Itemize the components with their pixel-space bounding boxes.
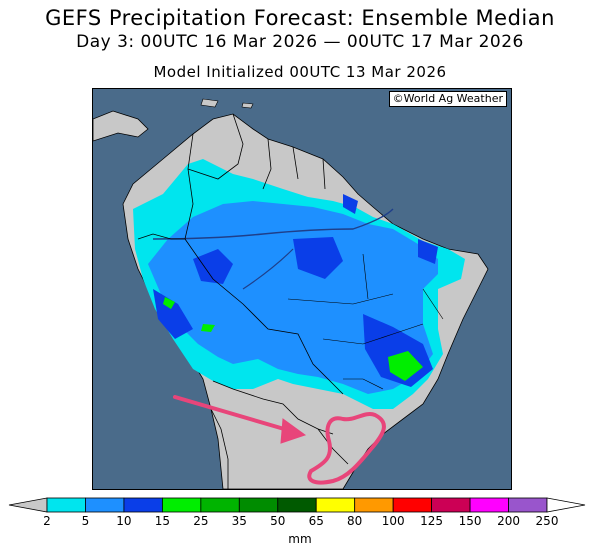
caribbean-island bbox=[200, 98, 219, 108]
colorbar-bin bbox=[431, 497, 471, 513]
colorbar-bin bbox=[469, 497, 509, 513]
precip-10mm-area bbox=[293, 237, 343, 279]
river bbox=[242, 248, 294, 290]
country-border bbox=[210, 408, 229, 489]
precip-15mm-area bbox=[201, 324, 215, 332]
colorbar-tick-label: 80 bbox=[347, 514, 362, 528]
precip-10mm-area bbox=[193, 249, 233, 284]
colorbar-tick-label: 150 bbox=[459, 514, 482, 528]
precipitation-map: ©World Ag Weather bbox=[92, 88, 512, 490]
colorbar-bin bbox=[508, 497, 548, 513]
colorbar-tick-label: 2 bbox=[43, 514, 51, 528]
colorbar-tick-label: 125 bbox=[420, 514, 443, 528]
central-america-land bbox=[93, 110, 149, 142]
country-border bbox=[184, 238, 344, 395]
colorbar-max-triangle bbox=[546, 497, 586, 513]
colorbar-bin bbox=[392, 497, 433, 513]
colorbar-bin bbox=[200, 497, 240, 513]
colorbar-tick-label: 35 bbox=[232, 514, 247, 528]
forecast-period: Day 3: 00UTC 16 Mar 2026 — 00UTC 17 Mar … bbox=[76, 32, 524, 52]
colorbar-bin bbox=[123, 497, 163, 513]
colorbar-bin bbox=[238, 497, 279, 513]
pink-arrow bbox=[173, 395, 307, 444]
colorbar-bin bbox=[85, 497, 125, 513]
colorbar-tick-label: 5 bbox=[82, 514, 90, 528]
map-title: GEFS Precipitation Forecast: Ensemble Me… bbox=[45, 6, 555, 30]
colorbar-bin bbox=[315, 497, 356, 513]
colorbar-tick-label: 15 bbox=[155, 514, 170, 528]
river bbox=[152, 208, 394, 240]
precip-10mm-area bbox=[343, 194, 358, 214]
model-init-time: Model Initialized 00UTC 13 Mar 2026 bbox=[153, 63, 447, 81]
colorbar-tick-label: 25 bbox=[193, 514, 208, 528]
colorbar-tick-label: 100 bbox=[382, 514, 405, 528]
country-border bbox=[187, 113, 244, 180]
colorbar-min-triangle bbox=[8, 497, 48, 513]
pink-outline bbox=[307, 412, 386, 485]
state-border bbox=[287, 253, 444, 390]
colorbar-bin bbox=[46, 497, 86, 513]
colorbar-bin bbox=[161, 497, 202, 513]
colorbar: 2 5 10 15 25 35 50 65 80 100 125 150 200 250 mm bbox=[8, 497, 586, 546]
country-border bbox=[262, 138, 326, 190]
colorbar-tick-label: 50 bbox=[270, 514, 285, 528]
colorbar-unit: mm bbox=[288, 532, 311, 546]
country-border bbox=[317, 428, 349, 465]
colorbar-tick-label: 65 bbox=[309, 514, 324, 528]
colorbar-bin bbox=[277, 497, 317, 513]
colorbar-tick-label: 200 bbox=[497, 514, 520, 528]
colorbar-tick-label: 10 bbox=[116, 514, 131, 528]
caribbean-island bbox=[241, 102, 254, 109]
precip-10mm-area bbox=[418, 239, 438, 264]
precip-15mm-area bbox=[388, 351, 423, 381]
colorbar-bin bbox=[354, 497, 394, 513]
map-canvas bbox=[93, 98, 489, 489]
colorbar-tick-label: 250 bbox=[536, 514, 559, 528]
precip-15mm-area bbox=[163, 297, 175, 309]
credit-label: ©World Ag Weather bbox=[388, 91, 507, 107]
precip-10mm-area bbox=[153, 289, 193, 339]
